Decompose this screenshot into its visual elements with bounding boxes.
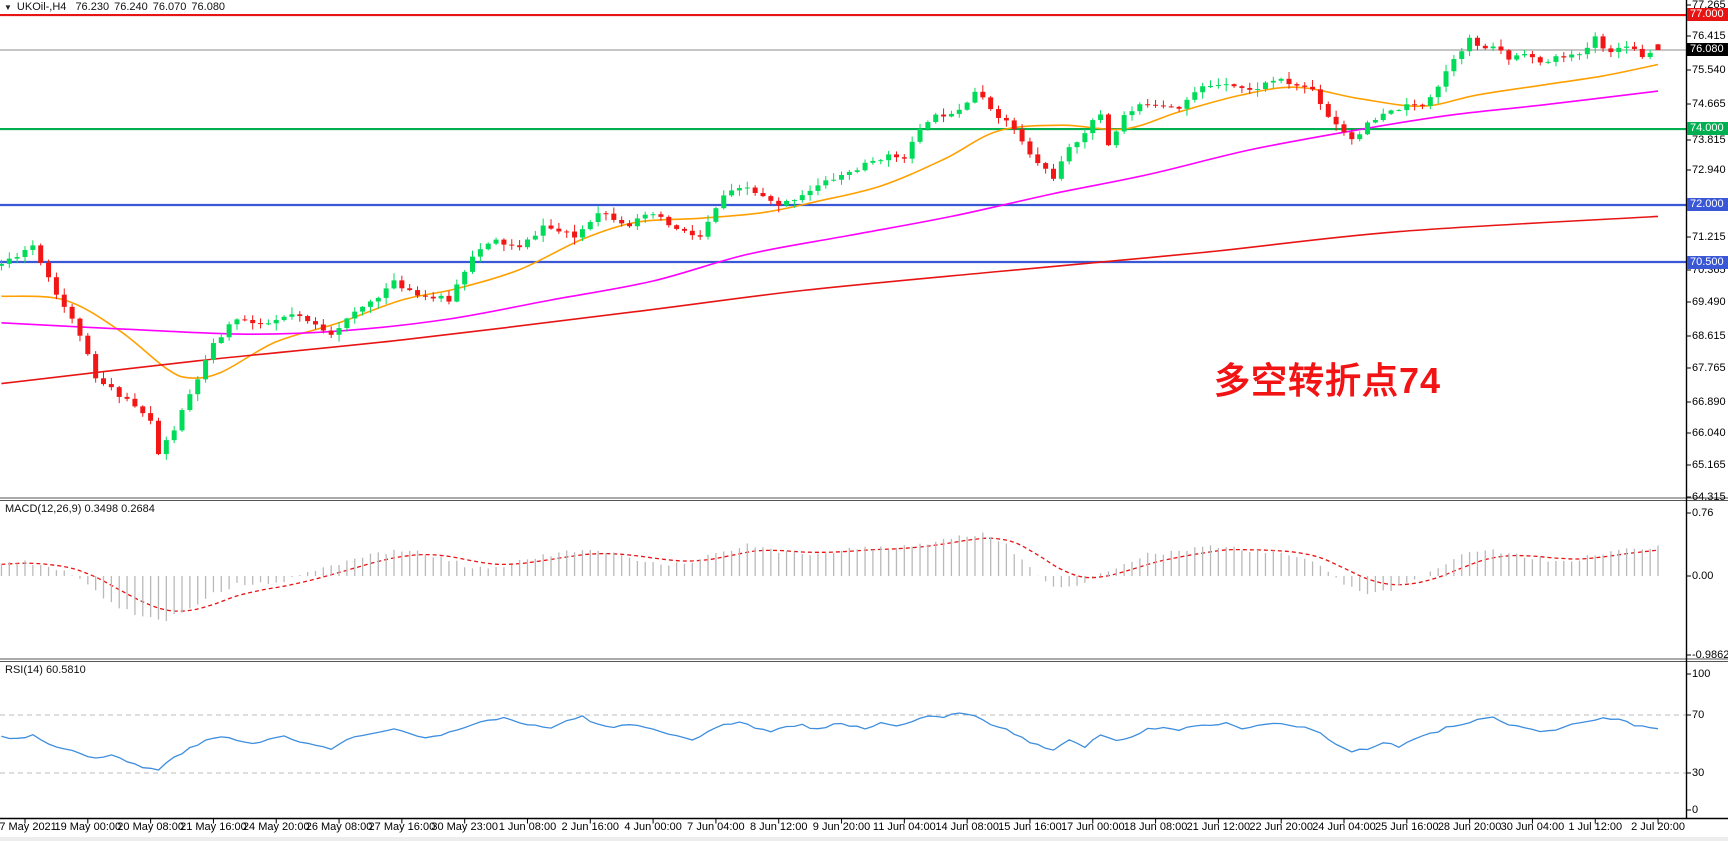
time-tick-label: 1 Jun 08:00 xyxy=(498,821,557,833)
macd-signal-line xyxy=(1,537,1659,612)
time-tick-label: 28 Jun 20:00 xyxy=(1437,821,1502,833)
price-tick-label: 66.040 xyxy=(1692,427,1726,439)
time-tick-label: 8 Jun 12:00 xyxy=(749,821,808,833)
price-tick-label: 77.265 xyxy=(1692,0,1726,11)
quote-low: 76.070 xyxy=(152,1,187,13)
indicator-tick-label: 0 xyxy=(1692,804,1699,816)
time-tick-label: 21 Jun 12:00 xyxy=(1186,821,1251,833)
price-tick-label: 71.215 xyxy=(1692,231,1726,243)
time-tick-label: 17 Jun 00:00 xyxy=(1060,821,1125,833)
indicator-tick-label: 0.76 xyxy=(1692,507,1714,519)
time-tick-label: 2 Jun 16:00 xyxy=(561,821,620,833)
price-level-badge: 76.080 xyxy=(1687,43,1728,56)
ma-mid-line xyxy=(1,90,1659,336)
macd-histogram xyxy=(1,537,1659,612)
time-tick-label: 26 May 08:00 xyxy=(305,821,373,833)
ma-fast-line xyxy=(1,63,1659,379)
time-tick-label: 21 May 16:00 xyxy=(180,821,247,833)
symbol-title: UKOil-,H4 xyxy=(16,1,67,13)
indicator-tick-label: -0.9862 xyxy=(1692,649,1728,661)
indicator-tick-label: 70 xyxy=(1692,709,1705,721)
time-tick-label: 20 May 08:00 xyxy=(117,821,184,833)
indicator-tick-label: 30 xyxy=(1692,767,1705,779)
symbol-bar[interactable]: ▼ UKOil-,H4 76.230 76.240 76.070 76.080 xyxy=(4,1,225,13)
time-tick-label: 24 Jun 04:00 xyxy=(1312,821,1376,833)
price-level-badge: 70.500 xyxy=(1687,256,1728,269)
time-tick-label: 24 May 20:00 xyxy=(242,821,310,833)
time-tick-label: 9 Jun 20:00 xyxy=(812,821,871,833)
time-tick-label: 30 Jun 04:00 xyxy=(1500,821,1565,833)
price-tick-label: 72.940 xyxy=(1692,164,1726,176)
price-tick-label: 65.165 xyxy=(1692,459,1726,471)
price-tick-label: 64.315 xyxy=(1692,491,1726,503)
time-tick-label: 18 Jun 08:00 xyxy=(1123,821,1188,833)
time-tick-label: 17 May 2021 xyxy=(0,821,57,833)
macd-indicator-label: MACD(12,26,9) 0.3498 0.2684 xyxy=(5,503,155,515)
price-tick-label: 67.765 xyxy=(1692,362,1726,374)
ma-slow-line xyxy=(1,215,1659,385)
time-tick-label: 22 Jun 20:00 xyxy=(1249,821,1313,833)
time-tick-label: 1 Jul 12:00 xyxy=(1568,821,1623,833)
time-tick-label: 30 May 23:00 xyxy=(431,821,498,833)
time-tick-label: 25 Jun 16:00 xyxy=(1375,821,1439,833)
bottom-edge xyxy=(0,837,1728,841)
time-tick-label: 14 Jun 08:00 xyxy=(935,821,999,833)
price-level-badge: 77.000 xyxy=(1687,8,1728,21)
time-tick-label: 19 May 00:00 xyxy=(54,821,122,833)
price-tick-label: 73.815 xyxy=(1692,134,1726,146)
price-tick-label: 66.890 xyxy=(1692,396,1726,408)
chart-annotation-text: 多空转折点74 xyxy=(1214,360,1442,401)
quote-open: 76.230 xyxy=(75,1,110,13)
price-level-badge: 72.000 xyxy=(1687,198,1728,211)
time-tick-label: 27 May 16:00 xyxy=(368,821,436,833)
time-tick-label: 4 Jun 00:00 xyxy=(624,821,682,833)
quote-high: 76.240 xyxy=(114,1,148,13)
time-tick-label: 7 Jun 04:00 xyxy=(687,821,745,833)
time-tick-label: 2 Jul 20:00 xyxy=(1631,821,1685,833)
quote-close: 76.080 xyxy=(191,1,226,13)
price-tick-label: 69.490 xyxy=(1692,296,1726,308)
indicator-tick-label: 0.00 xyxy=(1692,570,1714,582)
time-tick-label: 15 Jun 16:00 xyxy=(998,821,1062,833)
price-tick-label: 68.615 xyxy=(1692,330,1726,342)
indicator-tick-label: 100 xyxy=(1692,668,1711,680)
rsi-indicator-label: RSI(14) 60.5810 xyxy=(5,664,86,676)
price-tick-label: 74.665 xyxy=(1692,98,1726,110)
price-level-badge: 74.000 xyxy=(1687,122,1728,135)
moving-averages xyxy=(1,63,1659,385)
chevron-down-icon[interactable]: ▼ xyxy=(4,2,12,12)
price-tick-label: 75.540 xyxy=(1692,64,1726,76)
time-tick-label: 11 Jun 04:00 xyxy=(872,821,936,833)
price-tick-label: 76.415 xyxy=(1692,30,1726,42)
rsi-line xyxy=(1,712,1659,771)
